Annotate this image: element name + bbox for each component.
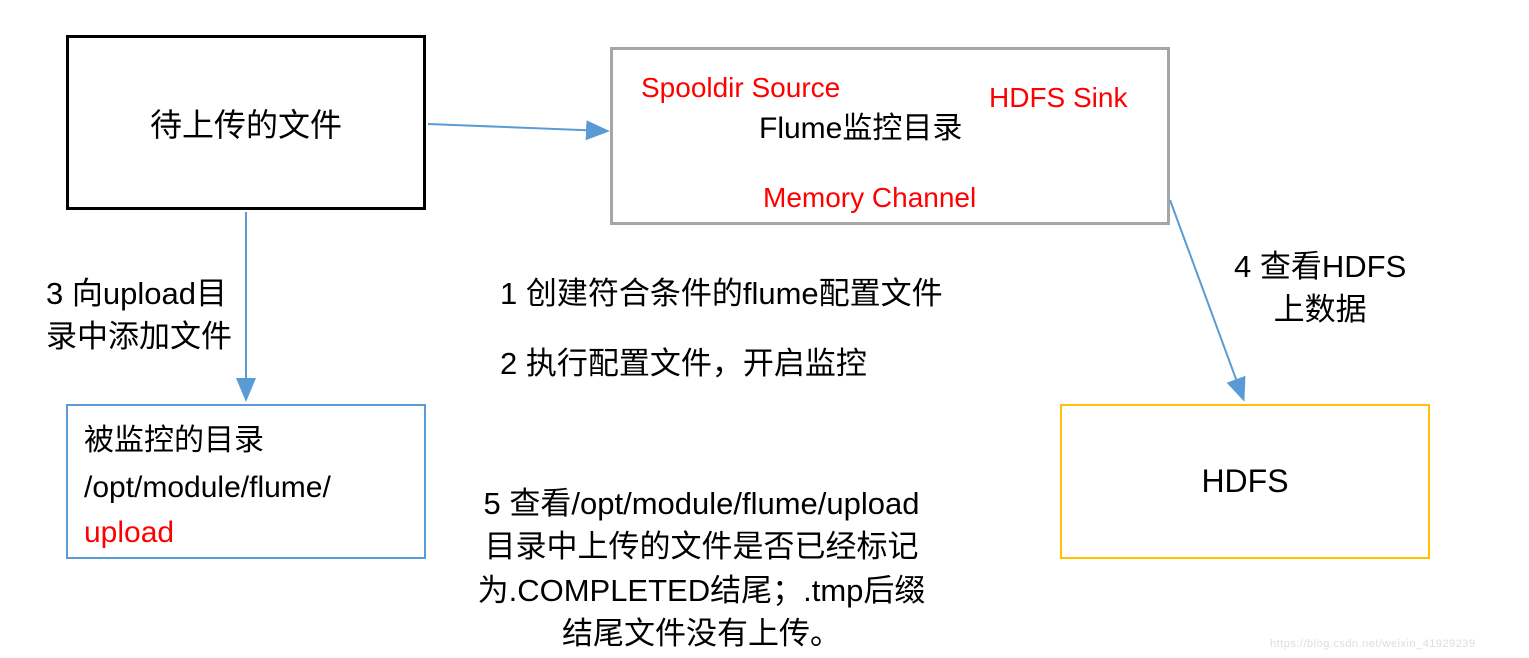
arrow-pending-to-flume xyxy=(428,124,606,131)
step5-label: 5 查看/opt/module/flume/upload 目录中上传的文件是否已… xyxy=(444,482,959,656)
step4-line2: 上数据 xyxy=(1234,288,1406,331)
box-pending-files: 待上传的文件 xyxy=(66,35,426,210)
step5-line4: 结尾文件没有上传。 xyxy=(444,612,959,655)
monitored-dir-line1: 被监控的目录 xyxy=(84,420,264,462)
flume-memory-channel-label: Memory Channel xyxy=(763,178,976,217)
step3-label: 3 向upload目 录中添加文件 xyxy=(46,272,232,359)
watermark-text: https://blog.csdn.net/weixin_41929239 xyxy=(1270,638,1476,650)
arrow-flume-to-hdfs xyxy=(1170,200,1243,398)
step3-line1: 3 向upload目 xyxy=(46,272,232,315)
flume-spooldir-label: Spooldir Source xyxy=(641,68,840,107)
flume-hdfs-sink-label: HDFS Sink xyxy=(989,78,1127,117)
flume-title-label: Flume监控目录 xyxy=(759,108,962,150)
box-pending-files-label: 待上传的文件 xyxy=(150,100,342,146)
step4-label: 4 查看HDFS 上数据 xyxy=(1234,245,1406,332)
box-hdfs-label: HDFS xyxy=(1201,463,1288,500)
box-hdfs: HDFS xyxy=(1060,404,1430,559)
step1-label: 1 创建符合条件的flume配置文件 xyxy=(500,272,943,315)
step3-line2: 录中添加文件 xyxy=(46,315,232,358)
step5-line1: 5 查看/opt/module/flume/upload xyxy=(444,482,959,525)
monitored-dir-line2: /opt/module/flume/ xyxy=(84,467,331,509)
step2-label: 2 执行配置文件，开启监控 xyxy=(500,342,867,385)
step5-line2: 目录中上传的文件是否已经标记 xyxy=(444,525,959,568)
step5-line3: 为.COMPLETED结尾；.tmp后缀 xyxy=(444,569,959,612)
step4-line1: 4 查看HDFS xyxy=(1234,245,1406,288)
monitored-dir-line3: upload xyxy=(84,512,174,554)
box-monitored-dir: 被监控的目录 /opt/module/flume/ upload xyxy=(66,404,426,559)
box-flume-monitor: Spooldir Source HDFS Sink Flume监控目录 Memo… xyxy=(610,47,1170,225)
